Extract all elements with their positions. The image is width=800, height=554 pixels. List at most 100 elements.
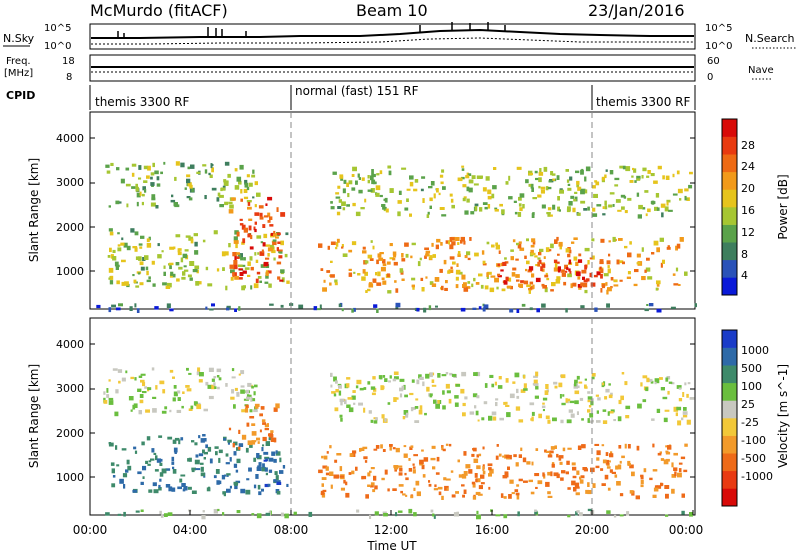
echo-cell [250, 266, 254, 271]
echo-cell [172, 273, 176, 278]
echo-cell [120, 178, 125, 184]
echo-cell [367, 179, 370, 184]
echo-cell [503, 401, 506, 405]
echo-cell [117, 244, 121, 247]
echo-cell [367, 189, 373, 192]
echo-cell [135, 285, 140, 288]
nsky-label: N.Sky [3, 32, 35, 45]
echo-cell [491, 411, 497, 416]
x-tick-2: 08:00 [274, 523, 309, 537]
echo-cell [614, 184, 619, 187]
freq-panel: Freq. [MHz] 18 8 60 0 Nave [4, 54, 774, 83]
echo-cell [263, 451, 269, 455]
echo-cell [205, 266, 209, 271]
echo-cell [191, 440, 195, 443]
echo-cell [365, 494, 369, 499]
echo-cell [200, 438, 205, 443]
echo-cell [358, 189, 363, 194]
echo-cell [352, 450, 357, 454]
echo-cell [267, 220, 271, 223]
echo-cell [271, 451, 276, 456]
echo-cell [209, 458, 213, 464]
echo-cell [342, 253, 348, 257]
echo-cell [409, 392, 414, 396]
echo-cell [351, 241, 357, 246]
echo-cell [664, 485, 670, 489]
echo-cell [421, 449, 424, 452]
echo-cell [594, 443, 600, 446]
echo-cell [109, 280, 114, 285]
echo-cell [480, 482, 485, 485]
echo-cell [153, 452, 157, 455]
echo-cell [681, 417, 684, 421]
echo-cell [240, 198, 243, 202]
echo-cell [593, 274, 598, 278]
echo-cell [551, 173, 556, 176]
echo-cell [256, 437, 261, 441]
echo-cell [561, 402, 566, 406]
echo-cell [141, 201, 144, 206]
echo-cell [542, 285, 547, 289]
echo-cell [689, 171, 693, 175]
echo-cell [604, 200, 607, 206]
echo-cell [416, 491, 421, 497]
echo-cell [218, 480, 222, 485]
echo-cell [150, 182, 155, 186]
echo-cell [445, 280, 448, 284]
echo-cell [473, 458, 479, 463]
echo-cell [262, 242, 266, 247]
echo-cell [680, 456, 686, 460]
echo-cell [587, 490, 592, 495]
echo-cell [259, 216, 264, 220]
echo-cell [175, 234, 181, 238]
echo-cell [168, 486, 173, 492]
colorbar-segment [722, 207, 737, 225]
echo-cell [176, 278, 180, 282]
echo-cell [142, 186, 146, 191]
echo-cell [508, 494, 512, 499]
echo-cell [604, 174, 607, 179]
echo-cell [624, 210, 628, 214]
echo-cell [362, 446, 368, 450]
echo-cell [497, 273, 501, 277]
echo-cell [576, 180, 580, 185]
echo-cell [280, 212, 286, 217]
echo-cell [509, 393, 515, 399]
echo-cell [157, 243, 160, 247]
echo-cell [112, 249, 116, 253]
echo-cell [500, 262, 504, 267]
echo-cell [608, 383, 611, 386]
echo-cell [169, 308, 174, 312]
echo-cell [148, 276, 151, 280]
echo-cell [665, 377, 669, 382]
echo-cell [609, 192, 615, 195]
echo-cell [133, 279, 137, 284]
echo-cell [134, 450, 138, 454]
echo-cell [155, 455, 158, 461]
echo-cell [578, 253, 582, 257]
echo-cell [120, 242, 125, 246]
echo-cell [561, 273, 566, 277]
echo-cell [286, 280, 290, 284]
echo-cell [422, 198, 425, 203]
echo-cell [417, 261, 421, 267]
echo-cell [573, 198, 577, 202]
echo-cell [498, 376, 502, 380]
echo-cell [268, 433, 273, 437]
echo-cell [225, 251, 229, 256]
echo-cell [662, 396, 668, 400]
echo-cell [345, 481, 348, 486]
echo-cell [251, 513, 255, 516]
echo-cell [682, 392, 685, 397]
echo-cell [577, 284, 583, 288]
echo-cell [264, 424, 269, 428]
echo-cell [229, 264, 235, 269]
echo-cell [370, 240, 373, 243]
echo-cell [269, 244, 274, 249]
echo-cell [430, 181, 435, 186]
echo-cell [619, 493, 624, 497]
echo-cell [595, 181, 600, 186]
echo-cell [275, 480, 281, 483]
colorbar-segment [722, 259, 737, 278]
echo-cell [399, 387, 404, 392]
